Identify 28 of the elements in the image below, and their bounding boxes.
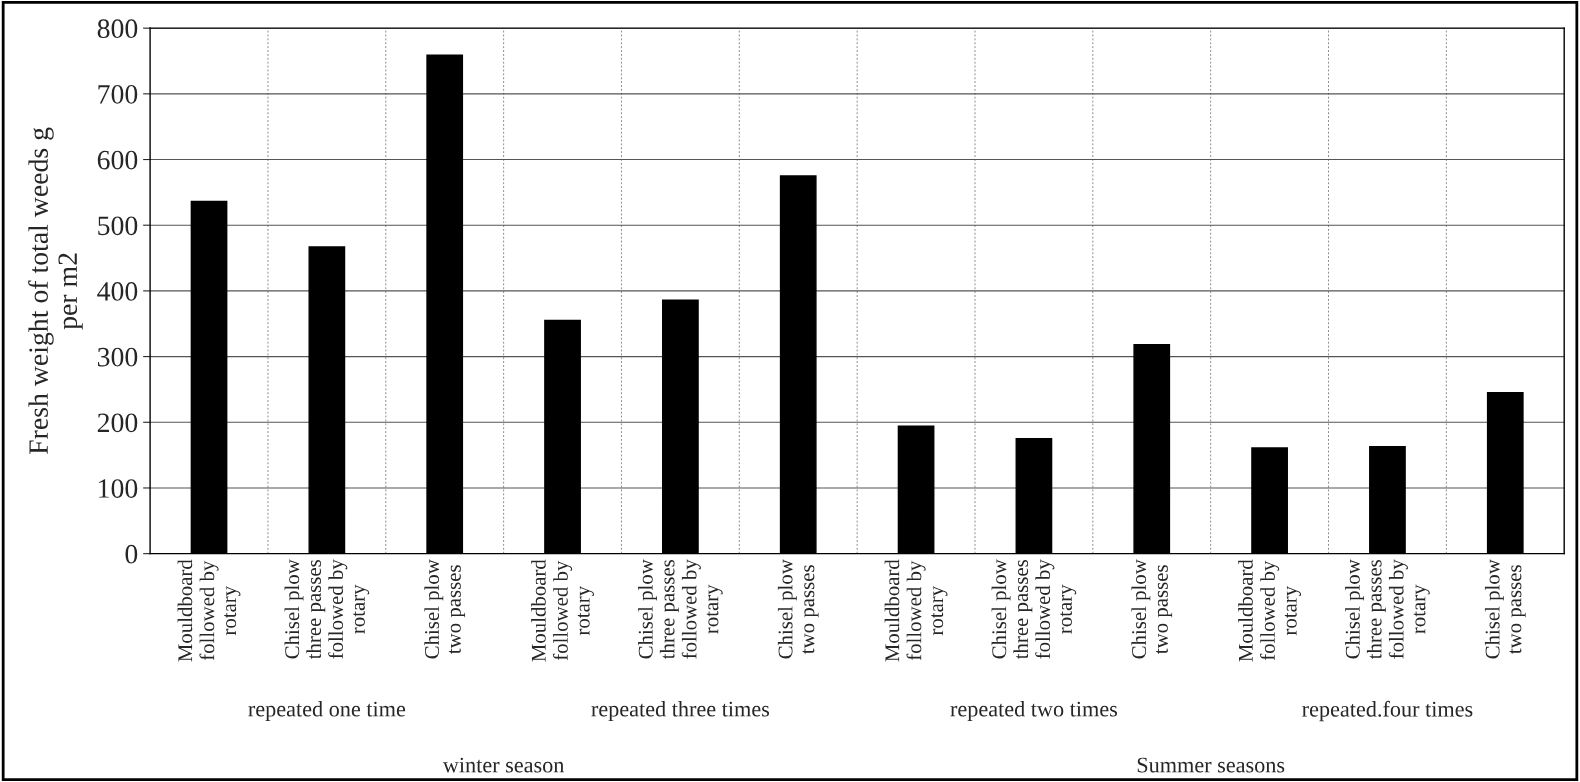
x-tick-label: Mouldboard followed by rotary [884, 559, 948, 662]
text: repeated three times [591, 700, 770, 722]
text: repeated one time [248, 700, 406, 722]
y-tick-label: 400 [97, 282, 138, 301]
y-tick-label: 600 [97, 150, 138, 170]
x-tick-label: Chisel plow three passes followed by rotary [284, 559, 370, 660]
x-tick-label: Chisel plow three passes followed by rotary [638, 559, 723, 660]
y-tick-label: 800 [97, 19, 138, 39]
text: repeated two times [950, 700, 1118, 722]
y-tick-label: 300 [97, 347, 138, 367]
y-tick-label: 100 [99, 479, 138, 498]
x-tick-label: Chisel plow three passes followed by rotary [991, 559, 1077, 660]
text: Summer seasons [1137, 757, 1285, 773]
x-tick-label: Chisel plow three passes followed by rotary [1345, 559, 1430, 660]
y-tick-label: 700 [98, 85, 138, 104]
x-tick-label: Mouldboard followed by rotary [1238, 559, 1302, 662]
x-tick-label: Mouldboard followed by rotary [531, 559, 594, 662]
x-tick-label: Chisel plow two passes [424, 559, 466, 659]
x-tick-label: Chisel plow two passes [1484, 559, 1526, 659]
y-tick-label: 500 [98, 216, 138, 236]
y-tick-label: 200 [97, 413, 138, 433]
y-axis-title: Fresh weight of total weeds g per m2 [28, 127, 83, 455]
x-tick-label: Chisel plow two passes [777, 559, 819, 659]
text: winter season [442, 757, 565, 773]
y-tick-label: 0 [125, 544, 138, 564]
text: repeated.four times [1302, 700, 1473, 722]
x-tick-label: Chisel plow two passes [1131, 559, 1173, 659]
x-tick-label: Mouldboard followed by rotary [177, 559, 241, 662]
